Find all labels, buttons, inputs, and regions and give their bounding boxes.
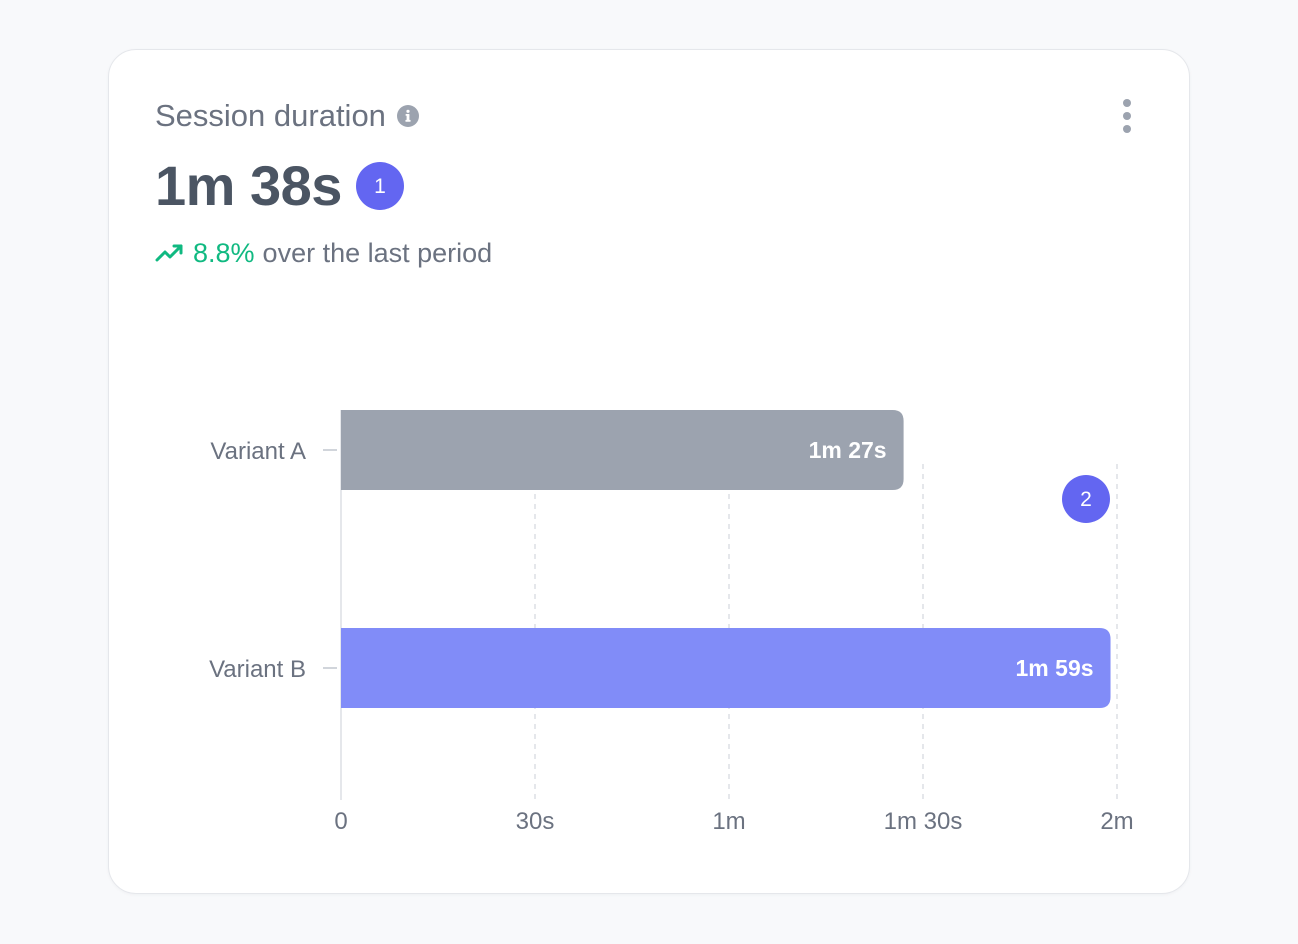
chart-category-labels: Variant A Variant B [209, 438, 337, 683]
value-marker-badge: 1 [355, 162, 404, 210]
trend-description: over the last period [262, 238, 493, 268]
bar-value-label: 1m 27s [809, 437, 887, 463]
chart-marker-badge: 2 [1062, 475, 1110, 523]
session-duration-card: Session duration 1m 38s 1 [108, 49, 1190, 894]
chart-bars [341, 410, 1111, 708]
bar-variant-a [341, 410, 904, 490]
card-title: Session duration [155, 98, 386, 133]
x-tick-label: 0 [334, 808, 347, 835]
metric-value-row: 1m 38s 1 [155, 154, 404, 218]
kebab-menu-icon [1123, 99, 1131, 133]
category-label: Variant A [210, 438, 306, 465]
bar-value-label: 1m 59s [1016, 655, 1094, 681]
x-tick-label: 1m [712, 808, 745, 835]
trend-row: 8.8% over the last period [155, 236, 492, 270]
bar-chart: 1m 27s 1m 59s Variant A Variant B 0 30s 1m 1m… [209, 410, 1134, 835]
more-options-button[interactable] [1111, 98, 1139, 138]
metric-value: 1m 38s [155, 154, 342, 217]
x-tick-label: 2m [1100, 808, 1133, 835]
bar-variant-b [341, 628, 1111, 708]
trend-up-icon [155, 242, 185, 264]
chart-bar-value-labels: 1m 27s 1m 59s [809, 437, 1094, 681]
trend-percent: 8.8% [193, 238, 255, 268]
chart-x-tick-labels: 0 30s 1m 1m 30s 2m [334, 808, 1133, 835]
x-tick-label: 30s [516, 808, 555, 835]
category-label: Variant B [209, 656, 306, 683]
card-header: Session duration [155, 98, 420, 134]
x-tick-label: 1m 30s [884, 808, 963, 835]
info-icon[interactable] [396, 104, 420, 128]
